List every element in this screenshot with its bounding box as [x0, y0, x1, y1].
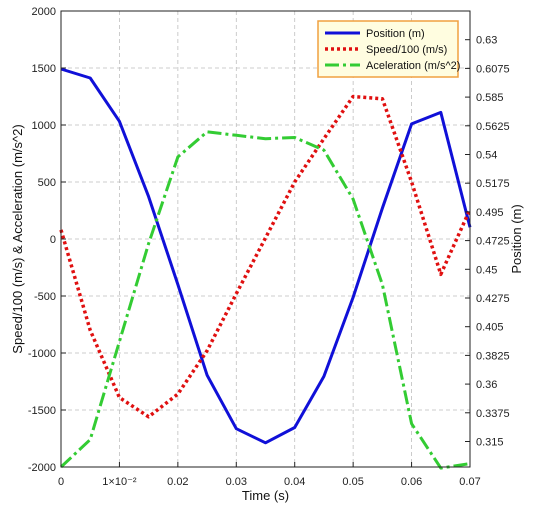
- x-tick-label: 0.04: [284, 476, 305, 488]
- x-tick-label: 0.06: [401, 476, 422, 488]
- y-left-tick-label: 0: [50, 234, 56, 246]
- x-tick-labels: 0 1×10⁻² 0.02 0.03 0.04 0.05 0.06 0.07: [58, 476, 481, 488]
- y-right-tick-label: 0.585: [476, 92, 504, 104]
- y-left-tick-label: -500: [34, 291, 56, 303]
- y-right-tick-label: 0.405: [476, 322, 504, 334]
- y-left-tick-label: 500: [38, 177, 56, 189]
- y-right-tick-label: 0.5175: [476, 178, 510, 190]
- y-right-tick-label: 0.4275: [476, 293, 510, 305]
- y-right-tick-label: 0.495: [476, 207, 504, 219]
- legend-box: [317, 20, 459, 78]
- y-right-tick-label: 0.54: [476, 149, 497, 161]
- x-tick-label: 1×10⁻²: [102, 476, 137, 488]
- series-line-1: [59, 94, 472, 419]
- y-right-tick-label: 0.5625: [476, 121, 510, 133]
- x-axis-title: Time (s): [242, 488, 289, 503]
- y-right-tick-label: 0.3375: [476, 408, 510, 420]
- legend-label: Speed/100 (m/s): [366, 44, 447, 56]
- y-right-axis-title: Position (m): [509, 204, 524, 273]
- y-right-tick-label: 0.315: [476, 436, 504, 448]
- legend-label: Aceleration (m/s^2): [366, 60, 460, 72]
- x-tick-label: 0.03: [226, 476, 247, 488]
- tick-marks: [60, 10, 471, 468]
- x-tick-label: 0: [58, 476, 64, 488]
- y-left-tick-label: 1000: [32, 120, 56, 132]
- y-right-tick-label: 0.6075: [476, 63, 510, 75]
- y-left-tick-labels: 2000 1500 1000 500 0 -500 -1000 -1500 -2000: [28, 6, 56, 474]
- y-right-tick-label: 0.3825: [476, 350, 510, 362]
- y-right-tick-label: 0.63: [476, 35, 497, 47]
- y-right-tick-label: 0.45: [476, 264, 497, 276]
- x-tick-label: 0.07: [459, 476, 480, 488]
- x-tick-label: 0.05: [342, 476, 363, 488]
- y-left-tick-label: 2000: [32, 6, 56, 18]
- series-lines: [59, 67, 472, 470]
- y-right-tick-label: 0.4725: [476, 236, 510, 248]
- y-left-axis-title: Speed/100 (m/s) & Acceleration (m/s^2): [10, 124, 25, 353]
- y-left-tick-label: -1000: [28, 348, 56, 360]
- legend: Position (m) Speed/100 (m/s) Aceleration (…: [317, 20, 460, 78]
- y-left-tick-label: -1500: [28, 405, 56, 417]
- y-left-tick-label: -2000: [28, 462, 56, 474]
- y-right-tick-labels: 0.63 0.6075 0.585 0.5625 0.54 0.5175 0.495 0.47…: [476, 35, 510, 449]
- y-left-tick-label: 1500: [32, 63, 56, 75]
- y-right-tick-label: 0.36: [476, 379, 497, 391]
- series-line-2: [59, 130, 471, 470]
- x-tick-label: 0.02: [167, 476, 188, 488]
- legend-label: Position (m): [366, 28, 425, 40]
- series-line-0: [60, 67, 472, 445]
